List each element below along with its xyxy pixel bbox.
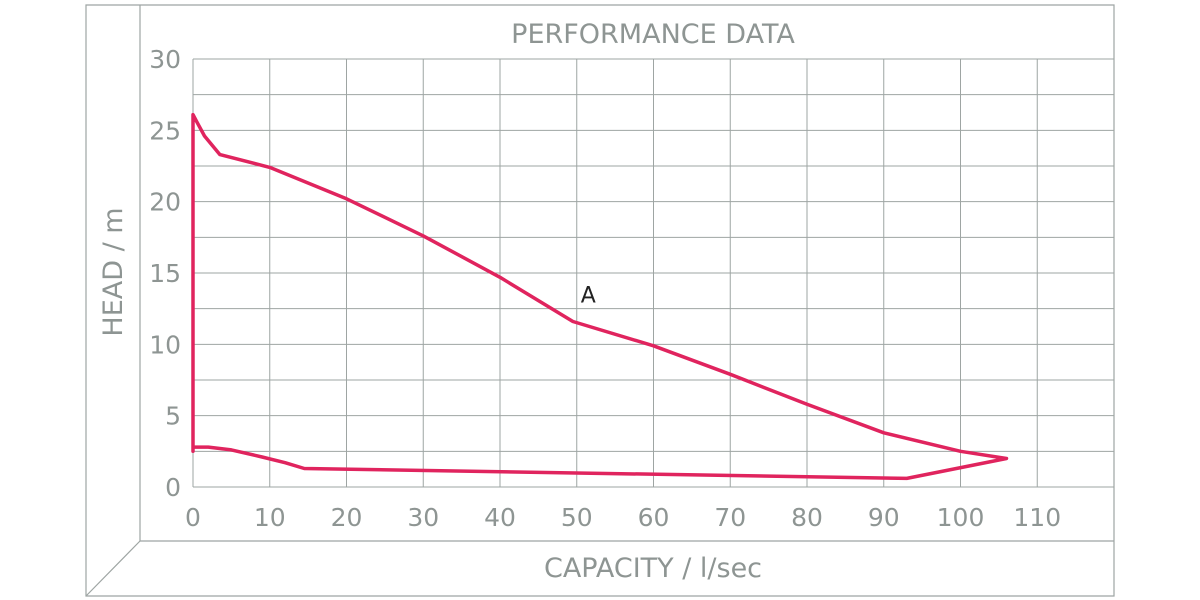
y-tick-label: 15 [149,259,181,288]
x-tick-label: 40 [484,503,516,532]
x-tick-label: 50 [561,503,593,532]
series [191,112,1009,481]
y-tick-label: 20 [149,188,181,217]
y-tick-label: 25 [149,116,181,145]
x-tick-label: 70 [714,503,746,532]
x-tick-label: 10 [254,503,286,532]
annotations: A [581,283,596,308]
x-tick-label: 0 [185,503,201,532]
performance-curve [191,112,1009,481]
grid [192,58,1115,488]
y-tick-label: 5 [165,402,181,431]
y-tick-label: 0 [165,473,181,502]
frame-perspective-line [85,540,141,597]
annotation-label: A [581,283,596,308]
y-axis-label: HEAD / m [98,207,129,336]
x-tick-label: 110 [1013,503,1061,532]
x-tick-label: 60 [638,503,670,532]
chart-title: PERFORMANCE DATA [511,19,795,50]
x-tick-label: 20 [331,503,363,532]
y-tick-labels: 0 5 10 15 20 25 30 [149,45,181,502]
y-tick-label: 10 [149,330,181,359]
x-tick-label: 80 [791,503,823,532]
x-axis-label: CAPACITY / l/sec [544,553,762,584]
x-tick-label: 30 [407,503,439,532]
x-tick-label: 100 [937,503,985,532]
x-tick-label: 90 [868,503,900,532]
y-tick-label: 30 [149,45,181,74]
chart-frame [85,4,1115,597]
x-tick-labels: 0 10 20 30 40 50 60 70 80 90 100 110 [185,503,1061,532]
